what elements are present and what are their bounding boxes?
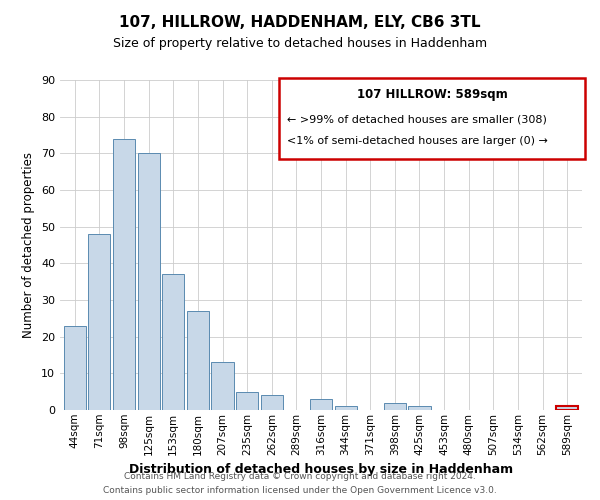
FancyBboxPatch shape bbox=[279, 78, 584, 159]
Bar bbox=[187, 311, 209, 410]
Bar bbox=[260, 396, 283, 410]
Bar bbox=[335, 406, 357, 410]
Bar bbox=[113, 138, 135, 410]
Bar bbox=[64, 326, 86, 410]
Bar bbox=[236, 392, 258, 410]
Text: <1% of semi-detached houses are larger (0) →: <1% of semi-detached houses are larger (… bbox=[287, 136, 548, 146]
Text: 107, HILLROW, HADDENHAM, ELY, CB6 3TL: 107, HILLROW, HADDENHAM, ELY, CB6 3TL bbox=[119, 15, 481, 30]
Bar bbox=[556, 406, 578, 410]
Bar bbox=[384, 402, 406, 410]
Bar bbox=[409, 406, 431, 410]
Bar bbox=[137, 154, 160, 410]
Text: Size of property relative to detached houses in Haddenham: Size of property relative to detached ho… bbox=[113, 38, 487, 51]
Bar bbox=[310, 399, 332, 410]
X-axis label: Distribution of detached houses by size in Haddenham: Distribution of detached houses by size … bbox=[129, 463, 513, 476]
Text: Contains public sector information licensed under the Open Government Licence v3: Contains public sector information licen… bbox=[103, 486, 497, 495]
Y-axis label: Number of detached properties: Number of detached properties bbox=[22, 152, 35, 338]
Text: 107 HILLROW: 589sqm: 107 HILLROW: 589sqm bbox=[356, 88, 508, 101]
Bar bbox=[162, 274, 184, 410]
Text: Contains HM Land Registry data © Crown copyright and database right 2024.: Contains HM Land Registry data © Crown c… bbox=[124, 472, 476, 481]
Bar bbox=[88, 234, 110, 410]
Bar bbox=[211, 362, 233, 410]
Text: ← >99% of detached houses are smaller (308): ← >99% of detached houses are smaller (3… bbox=[287, 114, 547, 124]
